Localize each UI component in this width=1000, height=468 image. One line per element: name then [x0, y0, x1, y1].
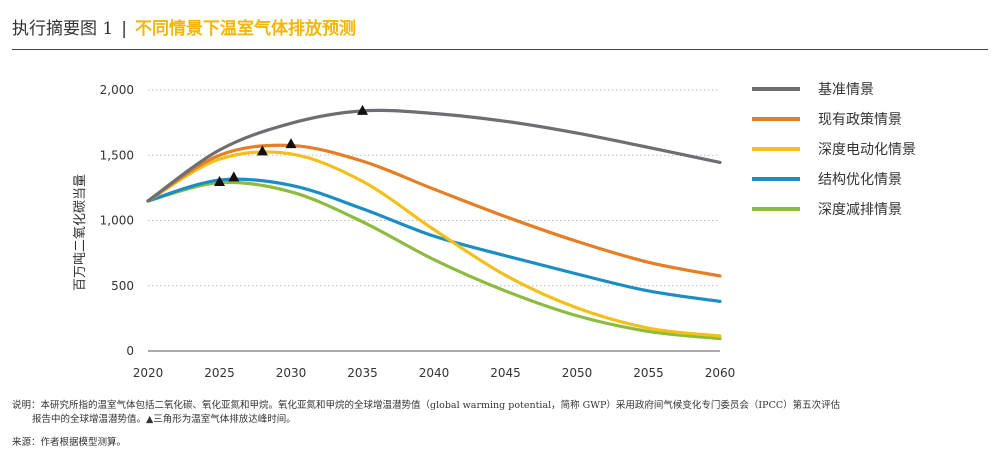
emissions-line-chart: 2020 2025 2030 2035 2040 2045 2050 2055 2060 0 50… — [73, 81, 916, 380]
x-axis: 2020 2025 2030 2035 2040 2045 2050 2055 2060 — [133, 366, 736, 380]
series-line — [146, 108, 722, 203]
series-line — [146, 150, 722, 338]
series-line — [146, 143, 722, 278]
figure-header: 执行摘要图 1 | 不同情景下温室气体排放预测 — [12, 14, 356, 44]
header-rule — [12, 49, 988, 50]
x-tick-label: 2035 — [347, 366, 378, 380]
peak-triangle-marker — [214, 176, 225, 187]
y-tick-label: 0 — [126, 344, 134, 358]
peak-triangle-marker — [285, 138, 297, 149]
y-tick-label: 1,500 — [100, 148, 134, 162]
series-lines — [146, 108, 722, 341]
x-tick-label: 2040 — [419, 366, 450, 380]
x-tick-label: 2060 — [705, 366, 736, 380]
x-tick-label: 2025 — [204, 366, 235, 380]
legend-label: 基准情景 — [818, 81, 874, 98]
peak-triangle-marker — [357, 104, 368, 115]
x-tick-label: 2050 — [562, 366, 593, 380]
x-tick-label: 2055 — [633, 366, 664, 380]
figure-number: 执行摘要图 1 — [12, 19, 114, 39]
x-tick-label: 2030 — [276, 366, 307, 380]
header-separator: | — [121, 19, 127, 39]
explanation-note: 说明：本研究所指的温室气体包括二氧化碳、氧化亚氮和甲烷。氧化亚氮和甲烷的全球增温… — [12, 399, 992, 427]
figure-title: 不同情景下温室气体排放预测 — [134, 19, 356, 39]
explanation-line-2: 报告中的全球增温潜势值。▲三角形为温室气体排放达峰时间。 — [32, 414, 296, 425]
peak-triangle-marker — [256, 145, 268, 156]
x-tick-label: 2020 — [133, 366, 164, 380]
legend-label: 深度减排情景 — [818, 202, 902, 218]
y-axis: 0 500 1,000 1,500 2,000 — [100, 83, 134, 358]
peak-triangle-marker — [228, 171, 240, 182]
explanation-line-1: 说明：本研究所指的温室气体包括二氧化碳、氧化亚氮和甲烷。氧化亚氮和甲烷的全球增温… — [12, 400, 841, 411]
source-note: 来源：作者根据模型测算。 — [12, 437, 127, 448]
y-axis-label: 百万吨二氧化碳当量 — [73, 174, 88, 291]
y-tick-label: 2,000 — [100, 83, 134, 97]
y-tick-label: 500 — [111, 279, 134, 293]
x-tick-label: 2045 — [490, 366, 521, 380]
peak-markers — [214, 104, 368, 187]
legend-label: 结构优化情景 — [818, 172, 902, 188]
legend-label: 现有政策情景 — [818, 111, 902, 128]
grid-lines — [148, 89, 720, 352]
legend-label: 深度电动化情景 — [818, 142, 916, 158]
series-line — [146, 180, 722, 341]
y-tick-label: 1,000 — [100, 214, 134, 228]
series-line — [146, 177, 722, 304]
